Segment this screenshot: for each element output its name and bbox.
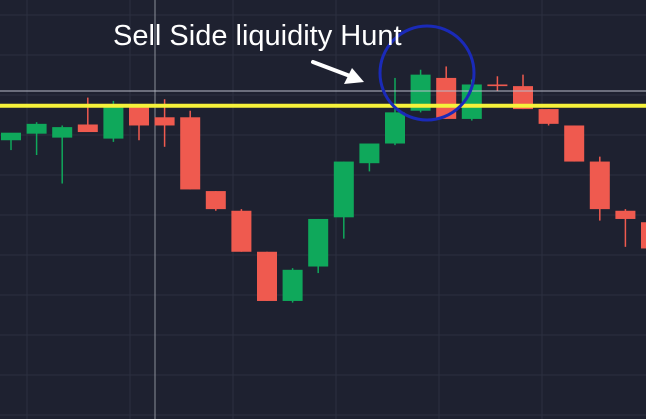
candle-body-20: [513, 86, 533, 110]
candle-9: [231, 209, 252, 252]
candle-15: [385, 77, 405, 146]
candle-25: [641, 222, 646, 249]
candle-body-11: [282, 269, 303, 301]
candle-3: [77, 97, 98, 133]
arrow-shaft: [311, 60, 352, 78]
candle-10: [257, 251, 277, 301]
candle-20: [513, 74, 533, 110]
candle-14: [359, 143, 380, 172]
annotation-arrow-icon: [311, 60, 364, 84]
candle-body-4: [103, 107, 124, 139]
candle-21: [538, 109, 559, 126]
candle-body-19: [487, 84, 508, 87]
candle-body-2: [52, 127, 73, 138]
candle-13: [333, 161, 354, 239]
candle-body-0: [1, 132, 21, 141]
candle-body-14: [359, 143, 380, 164]
candle-body-24: [615, 210, 636, 219]
candle-body-22: [564, 125, 585, 162]
candle-body-3: [77, 124, 98, 133]
candle-body-16: [410, 74, 431, 111]
candle-7: [180, 110, 201, 190]
candle-body-13: [333, 161, 354, 218]
candle-body-18: [461, 84, 482, 119]
candle-8: [205, 191, 226, 211]
candle-body-6: [154, 117, 175, 126]
candle-5: [129, 104, 149, 141]
candle-body-15: [385, 112, 405, 144]
candle-24: [615, 209, 636, 247]
arrow-head: [344, 68, 364, 84]
candle-22: [564, 125, 585, 162]
candle-11: [282, 268, 303, 303]
candles: [1, 66, 646, 303]
candle-12: [308, 218, 329, 274]
candle-body-23: [589, 161, 610, 210]
candle-body-25: [641, 222, 646, 249]
candle-body-8: [205, 191, 226, 210]
candle-body-7: [180, 117, 201, 190]
candle-body-10: [257, 251, 277, 301]
candle-body-21: [538, 109, 559, 124]
candle-body-1: [26, 123, 47, 134]
candle-body-5: [129, 107, 149, 126]
annotation-circle: [378, 24, 476, 122]
candle-1: [26, 122, 47, 155]
candle-body-17: [436, 77, 457, 119]
candle-17: [436, 66, 457, 119]
annotation-label: Sell Side liquidity Hunt: [113, 20, 402, 52]
candle-23: [589, 156, 610, 221]
candle-body-12: [308, 218, 329, 267]
candle-2: [52, 125, 73, 184]
candle-19: [487, 76, 508, 92]
candle-0: [1, 132, 21, 151]
candle-body-9: [231, 210, 252, 252]
